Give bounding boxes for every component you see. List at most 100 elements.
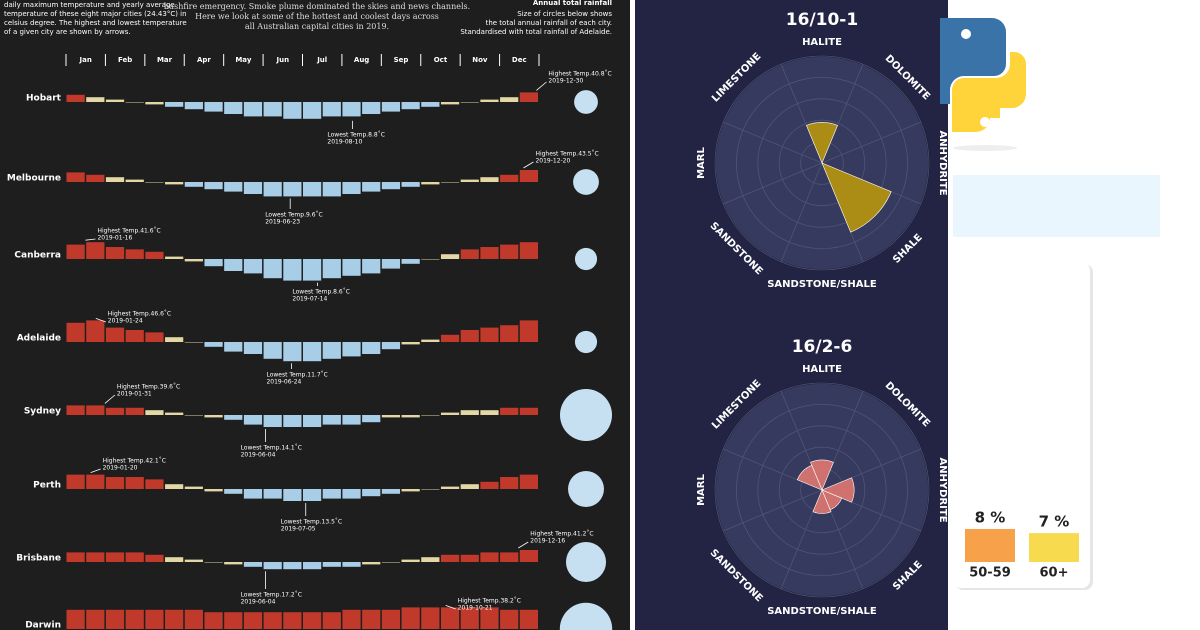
temp-bar bbox=[381, 489, 401, 494]
temp-bar bbox=[184, 486, 203, 489]
temp-bar bbox=[243, 415, 263, 425]
temp-bar bbox=[283, 562, 302, 570]
temp-bar bbox=[500, 244, 519, 259]
card bbox=[953, 262, 1090, 588]
temp-bar bbox=[105, 609, 125, 629]
temp-bar bbox=[401, 607, 420, 629]
temp-bar bbox=[86, 242, 105, 259]
temp-bar bbox=[283, 259, 302, 281]
polar-label: ANHYDRITE bbox=[937, 457, 948, 522]
temp-bar bbox=[243, 259, 263, 274]
temp-bar bbox=[460, 249, 479, 259]
temp-bar bbox=[401, 182, 420, 187]
temp-bar bbox=[342, 562, 361, 567]
temp-bar bbox=[165, 557, 184, 562]
story-text: Here we look at some of the hottest and … bbox=[195, 12, 439, 21]
temp-bar bbox=[500, 97, 519, 102]
temp-bar bbox=[381, 609, 401, 629]
temp-bar bbox=[381, 415, 401, 418]
low-date: 2019-07-05 bbox=[281, 526, 316, 533]
temp-bar bbox=[440, 182, 460, 183]
city-label: Hobart bbox=[26, 94, 62, 104]
temp-bar bbox=[184, 559, 203, 562]
month-label: Nov bbox=[472, 56, 488, 64]
temp-bar bbox=[125, 330, 144, 342]
temp-bar bbox=[184, 259, 203, 262]
polar-grid-ring bbox=[736, 403, 909, 576]
polar-spoke bbox=[722, 162, 823, 205]
month-label: Oct bbox=[434, 56, 448, 64]
high-date: 2019-12-20 bbox=[535, 158, 570, 165]
rainfall-circle bbox=[573, 169, 599, 195]
temp-bar bbox=[125, 477, 144, 489]
temp-bar bbox=[401, 489, 420, 492]
temp-bar bbox=[66, 405, 85, 415]
month-label: Jul bbox=[316, 56, 327, 64]
temp-bar bbox=[362, 562, 381, 565]
low-label: Lowest Temp.17.2˚C bbox=[241, 592, 302, 599]
temp-bar bbox=[362, 342, 381, 354]
polar-wedge bbox=[821, 162, 892, 233]
arrow bbox=[523, 161, 534, 169]
intro-text: daily maximum temperature and yearly ave… bbox=[4, 1, 175, 9]
temp-bar bbox=[184, 182, 203, 187]
rainfall-circle bbox=[574, 90, 598, 114]
bar-category-label: 60+ bbox=[1040, 566, 1069, 581]
temp-bar bbox=[401, 259, 420, 264]
temp-bar bbox=[381, 102, 401, 112]
rainfall-circle bbox=[559, 388, 613, 442]
high-date: 2019-01-20 bbox=[103, 465, 138, 472]
polar-grid-ring bbox=[757, 98, 887, 228]
temp-bar bbox=[165, 412, 184, 415]
temp-bar bbox=[303, 102, 322, 119]
polar-wedge bbox=[821, 477, 855, 503]
temp-bar bbox=[362, 182, 381, 192]
temp-bar bbox=[440, 486, 460, 489]
temp-bar bbox=[440, 102, 460, 105]
temp-bar bbox=[303, 562, 322, 570]
temp-bar bbox=[322, 102, 341, 117]
low-date: 2019-06-23 bbox=[265, 219, 300, 226]
temp-bar bbox=[303, 612, 322, 629]
temp-bar bbox=[421, 259, 440, 260]
temp-bar bbox=[165, 182, 184, 185]
arrow bbox=[445, 605, 456, 610]
temp-bar bbox=[500, 407, 519, 415]
temp-bar bbox=[145, 332, 164, 342]
temp-bar bbox=[125, 552, 144, 562]
temp-bar bbox=[342, 259, 361, 276]
rainfall-circle bbox=[574, 330, 598, 354]
temp-bar bbox=[519, 170, 538, 182]
high-date: 2019-12-30 bbox=[548, 78, 583, 85]
python-logo bbox=[940, 18, 1026, 151]
temp-bar bbox=[105, 407, 125, 415]
polar-grid-ring bbox=[714, 55, 930, 271]
temp-bar bbox=[105, 247, 125, 259]
rainfall-text: Size of circles below shows bbox=[517, 10, 612, 18]
temp-bar bbox=[145, 410, 164, 415]
temp-bar bbox=[480, 607, 499, 629]
temp-bar bbox=[421, 182, 440, 185]
low-label: Lowest Temp.13.5˚C bbox=[281, 519, 342, 526]
temp-bar bbox=[342, 342, 361, 357]
temp-bar bbox=[204, 102, 223, 112]
rainfall-circle bbox=[565, 541, 607, 583]
polar-grid-ring bbox=[736, 77, 909, 249]
temp-bar bbox=[165, 609, 184, 629]
temp-bar bbox=[362, 102, 381, 114]
temp-bar bbox=[322, 182, 341, 197]
temp-bar bbox=[283, 182, 302, 197]
bar bbox=[965, 529, 1015, 562]
temp-bar bbox=[519, 474, 538, 489]
temp-bar bbox=[243, 489, 263, 499]
temp-bar bbox=[322, 259, 341, 279]
polar-grid-ring bbox=[778, 119, 866, 207]
temp-bar bbox=[480, 410, 499, 415]
temp-bar bbox=[440, 607, 460, 629]
low-label: Lowest Temp.9.6˚C bbox=[265, 212, 323, 219]
polar-spoke bbox=[780, 162, 823, 263]
temp-bar bbox=[460, 484, 479, 489]
temp-bar bbox=[480, 552, 499, 562]
temp-bar bbox=[105, 99, 125, 102]
